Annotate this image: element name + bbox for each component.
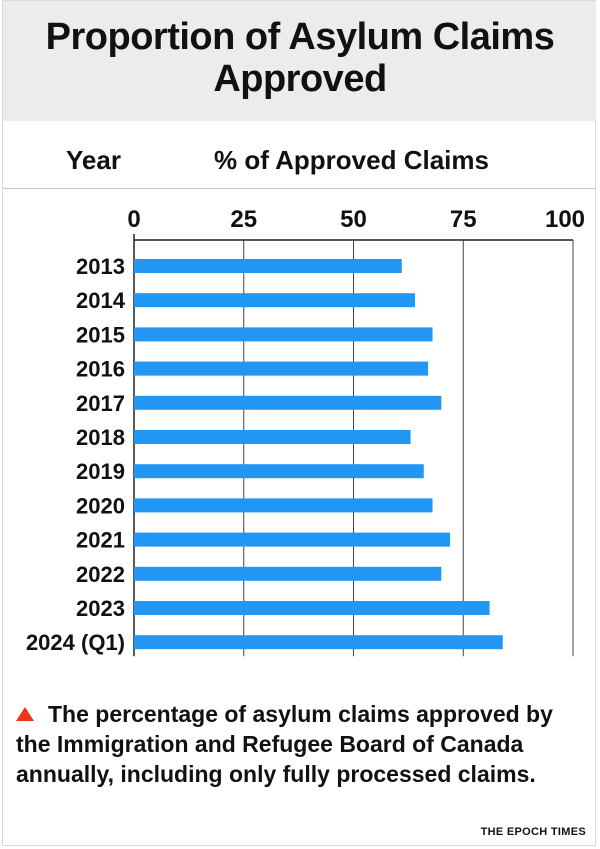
category-label: 2020 bbox=[76, 493, 125, 518]
triangle-bullet-icon bbox=[16, 707, 34, 721]
category-label: 2018 bbox=[76, 425, 125, 450]
chart-title: Proportion of Asylum Claims Approved bbox=[45, 16, 555, 100]
category-label: 2015 bbox=[76, 322, 125, 347]
bar bbox=[134, 635, 503, 650]
bar bbox=[134, 293, 415, 308]
category-label: 2013 bbox=[76, 254, 125, 279]
bar bbox=[134, 601, 490, 615]
bar bbox=[134, 259, 402, 273]
x-tick-label: 0 bbox=[127, 206, 140, 233]
header-divider bbox=[3, 188, 596, 189]
bar bbox=[134, 566, 442, 581]
bar-chart: 0 25 50 75 100 2013 2014 2015 2016 2017 2018 2019 20… bbox=[26, 206, 585, 657]
x-tick-label: 50 bbox=[340, 206, 367, 233]
value-column-header: % of Approved Claims bbox=[214, 145, 489, 175]
category-label: 2017 bbox=[76, 391, 125, 416]
bar bbox=[134, 498, 433, 513]
bar bbox=[134, 532, 451, 547]
source-credit: THE EPOCH TIMES bbox=[480, 826, 586, 838]
bar bbox=[134, 361, 429, 376]
category-label: 2021 bbox=[76, 528, 125, 553]
year-column-header: Year bbox=[66, 145, 121, 175]
note-text: The percentage of asylum claims approved… bbox=[16, 701, 553, 787]
category-label: 2022 bbox=[76, 562, 125, 587]
category-label: 2016 bbox=[76, 357, 125, 382]
x-tick-label: 25 bbox=[230, 206, 257, 233]
category-label: 2023 bbox=[76, 596, 125, 621]
x-tick-label: 75 bbox=[450, 206, 477, 233]
bar bbox=[134, 464, 424, 479]
category-label: 2019 bbox=[76, 459, 125, 484]
category-label: 2014 bbox=[76, 288, 126, 313]
title-band bbox=[3, 1, 596, 121]
chart-note: The percentage of asylum claims approved… bbox=[16, 699, 576, 789]
x-tick-label: 100 bbox=[545, 206, 585, 233]
bar bbox=[134, 327, 433, 342]
category-label: 2024 (Q1) bbox=[26, 630, 125, 655]
bar bbox=[134, 395, 442, 410]
bar bbox=[134, 430, 411, 444]
